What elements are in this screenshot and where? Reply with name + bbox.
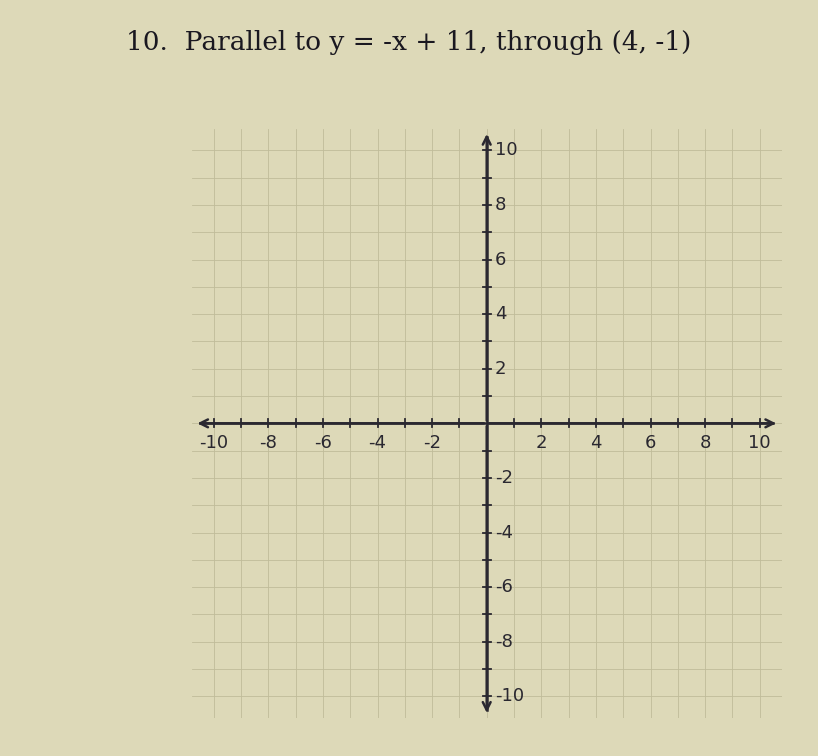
- Text: 2: 2: [495, 360, 506, 378]
- Text: 10: 10: [495, 141, 518, 160]
- Text: 8: 8: [699, 434, 711, 452]
- Text: 8: 8: [495, 196, 506, 214]
- Text: 4: 4: [590, 434, 602, 452]
- Text: -4: -4: [495, 524, 513, 541]
- Text: -8: -8: [259, 434, 277, 452]
- Text: 4: 4: [495, 305, 506, 323]
- Text: 6: 6: [495, 250, 506, 268]
- Text: 6: 6: [645, 434, 656, 452]
- Text: 10: 10: [748, 434, 771, 452]
- Text: 2: 2: [536, 434, 547, 452]
- Text: -10: -10: [495, 687, 524, 705]
- Text: -2: -2: [495, 469, 513, 487]
- Text: -2: -2: [423, 434, 441, 452]
- Text: -8: -8: [495, 633, 513, 651]
- Text: -6: -6: [495, 578, 513, 596]
- Text: 10.  Parallel to y = -x + 11, through (4, -1): 10. Parallel to y = -x + 11, through (4,…: [126, 30, 692, 55]
- Text: -10: -10: [199, 434, 228, 452]
- Text: -6: -6: [314, 434, 332, 452]
- Text: -4: -4: [369, 434, 387, 452]
